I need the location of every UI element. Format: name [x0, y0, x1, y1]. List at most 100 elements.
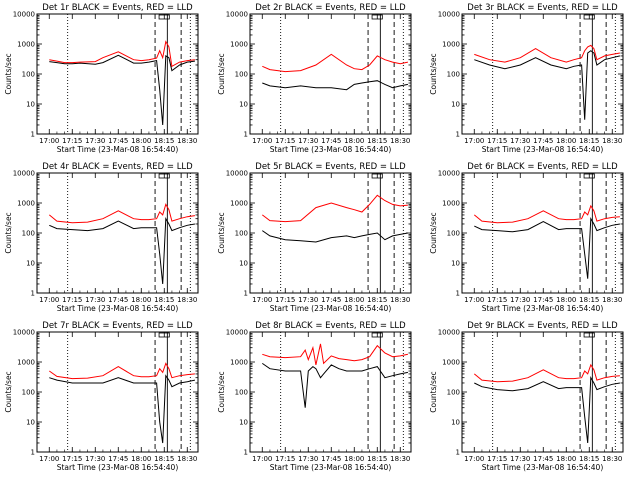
interval-bracket [583, 14, 595, 20]
lld-series-line [262, 343, 409, 366]
lld-series-line [473, 363, 620, 383]
x-tick-label: 18:15 [154, 137, 174, 145]
x-tick-label: 17:15 [62, 455, 82, 463]
events-series-line [474, 375, 620, 444]
y-tick-label: 10 [451, 101, 460, 109]
y-tick-label: 1 [31, 290, 35, 298]
plot-frame [461, 172, 624, 294]
x-axis-label: Start Time (23-Mar-08 16:54:40) [482, 145, 604, 154]
lld-series-line [49, 40, 195, 68]
y-tick-label: 1 [456, 131, 460, 139]
y-tick-label: 100 [22, 389, 35, 397]
x-tick-label: 17:45 [108, 296, 128, 304]
lld-series-line [261, 194, 408, 223]
y-tick-label: 1000 [17, 359, 35, 367]
panel-3: Det 3r BLACK = Events, RED = LLD 1 10 100 10… [429, 3, 624, 154]
x-tick-label: 17:00 [464, 455, 484, 463]
y-tick-label: 1000 [230, 359, 248, 367]
events-series-line [49, 216, 195, 285]
panel-8: Det 8r BLACK = Events, RED = LLD 1 10 100 10… [217, 321, 412, 472]
plot-frame [36, 13, 199, 135]
x-tick-label: 18:00 [344, 455, 364, 463]
lld-series-line [262, 53, 409, 73]
events-series-line [262, 80, 408, 91]
panel-title: Det 1r BLACK = Events, RED = LLD [42, 3, 193, 13]
x-tick-label: 17:00 [39, 296, 59, 304]
y-tick-label: 10000 [226, 329, 248, 337]
plot-frame [461, 13, 624, 135]
y-tick-label: 10 [26, 101, 35, 109]
x-tick-label: 17:00 [464, 296, 484, 304]
x-tick-label: 17:45 [533, 137, 553, 145]
x-axis-label: Start Time (23-Mar-08 16:54:40) [482, 463, 604, 472]
x-tick-label: 18:15 [154, 296, 174, 304]
x-tick-label: 17:00 [39, 455, 59, 463]
panel-title: Det 3r BLACK = Events, RED = LLD [467, 3, 618, 13]
x-tick-label: 17:00 [252, 455, 272, 463]
plot-frame [36, 331, 199, 453]
y-tick-label: 100 [235, 389, 248, 397]
x-axis-label: Start Time (23-Mar-08 16:54:40) [57, 304, 179, 313]
y-tick-label: 1000 [230, 41, 248, 49]
x-tick-label: 18:00 [556, 137, 576, 145]
x-tick-label: 18:15 [579, 137, 599, 145]
interval-bracket [158, 14, 170, 20]
x-axis-label: Start Time (23-Mar-08 16:54:40) [270, 145, 392, 154]
y-axis-label: Counts/sec [217, 371, 226, 412]
x-tick-label: 17:15 [62, 137, 82, 145]
y-tick-label: 1 [244, 131, 248, 139]
x-tick-label: 17:30 [85, 137, 105, 145]
y-tick-label: 10000 [438, 11, 460, 19]
x-axis-label: Start Time (23-Mar-08 16:54:40) [482, 304, 604, 313]
interval-bracket [583, 173, 595, 179]
panel-title: Det 5r BLACK = Events, RED = LLD [255, 162, 406, 172]
x-tick-label: 17:15 [487, 455, 507, 463]
y-tick-label: 1000 [442, 41, 460, 49]
x-axis-label: Start Time (23-Mar-08 16:54:40) [57, 145, 179, 154]
y-tick-label: 1 [244, 449, 248, 457]
y-tick-label: 10 [451, 419, 460, 427]
x-tick-label: 18:30 [177, 137, 197, 145]
lld-series-line [48, 203, 195, 224]
x-tick-label: 17:30 [298, 296, 318, 304]
x-tick-label: 17:45 [108, 137, 128, 145]
plot-frame [36, 172, 199, 294]
lld-series-line [49, 362, 195, 380]
y-tick-label: 100 [22, 71, 35, 79]
x-tick-label: 18:00 [131, 296, 151, 304]
y-tick-label: 1 [456, 449, 460, 457]
y-axis-label: Counts/sec [217, 53, 226, 94]
y-tick-label: 100 [235, 71, 248, 79]
x-tick-label: 18:00 [131, 455, 151, 463]
y-tick-label: 10000 [13, 11, 35, 19]
y-tick-label: 1000 [17, 200, 35, 208]
x-tick-label: 17:30 [85, 455, 105, 463]
x-tick-label: 17:00 [39, 137, 59, 145]
y-axis-label: Counts/sec [429, 371, 438, 412]
x-tick-label: 17:45 [533, 296, 553, 304]
x-tick-label: 17:15 [487, 137, 507, 145]
events-series-line [49, 54, 195, 126]
x-tick-label: 18:30 [390, 455, 410, 463]
x-tick-label: 18:30 [390, 296, 410, 304]
x-tick-label: 18:15 [367, 455, 387, 463]
x-tick-label: 17:30 [85, 296, 105, 304]
x-tick-label: 18:00 [556, 296, 576, 304]
interval-bracket [371, 14, 383, 20]
y-tick-label: 10000 [13, 329, 35, 337]
y-tick-label: 1000 [230, 200, 248, 208]
panel-title: Det 2r BLACK = Events, RED = LLD [255, 3, 406, 13]
x-tick-label: 18:30 [390, 137, 410, 145]
x-tick-label: 17:15 [275, 296, 295, 304]
events-series-line [474, 217, 620, 279]
y-axis-label: Counts/sec [4, 212, 13, 253]
y-tick-label: 1 [244, 290, 248, 298]
y-tick-label: 10000 [13, 170, 35, 178]
x-tick-label: 17:00 [252, 296, 272, 304]
panel-6: Det 6r BLACK = Events, RED = LLD 1 10 100 10… [429, 162, 624, 313]
y-tick-label: 100 [447, 230, 460, 238]
panel-1: Det 1r BLACK = Events, RED = LLD 1 10 100 10… [4, 3, 199, 154]
plot-frame [249, 331, 412, 453]
lld-series-line [473, 204, 620, 224]
plot-frame [461, 331, 624, 453]
